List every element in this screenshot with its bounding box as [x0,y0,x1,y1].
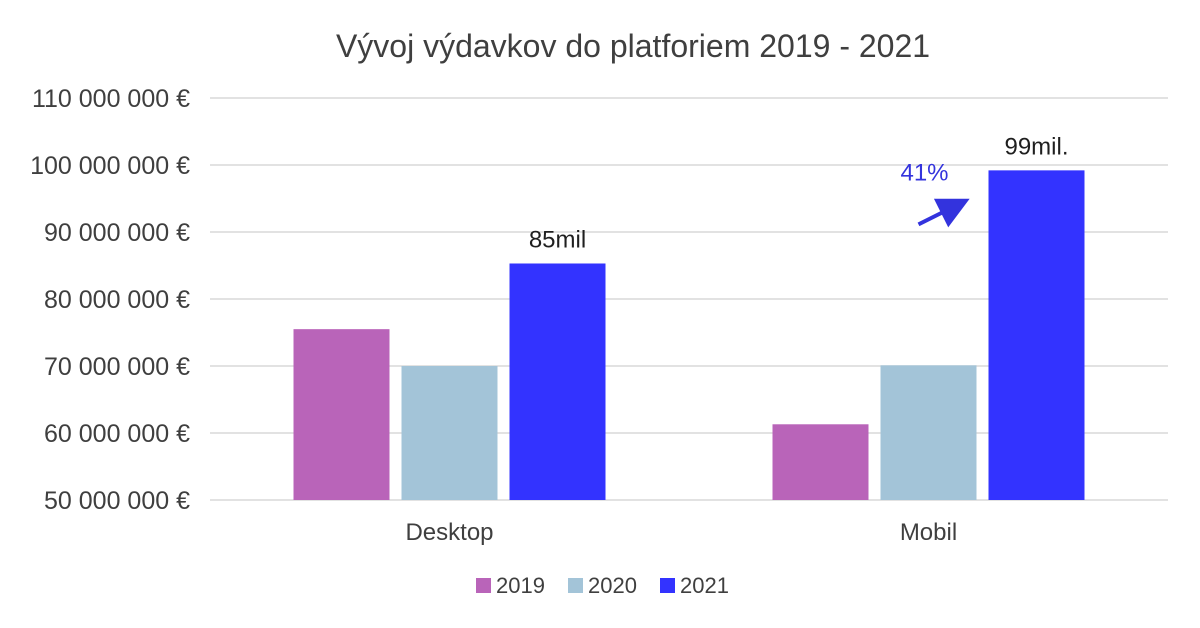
y-tick-label: 90 000 000 € [44,219,190,247]
legend-label: 2020 [588,573,637,598]
y-tick-label: 70 000 000 € [44,353,190,381]
y-tick-label: 50 000 000 € [44,487,190,515]
legend-label: 2021 [680,573,729,598]
x-axis-ticks: Desktop Mobil [405,519,957,546]
y-tick-label: 100 000 000 € [30,152,190,180]
y-tick-label: 110 000 000 € [32,85,190,113]
data-label: 85mil [529,226,586,253]
bar-desktop-2020 [401,366,498,500]
chart-title: Vývoj výdavkov do platforiem 2019 - 2021 [336,28,930,64]
bar-desktop-2019 [293,329,390,500]
legend-swatch [476,578,491,593]
legend-item-2020: 2020 [568,573,637,598]
annotation-label: 41% [900,159,948,186]
legend-item-2019: 2019 [476,573,545,598]
y-tick-label: 60 000 000 € [44,420,190,448]
x-tick-label: Mobil [900,519,957,546]
legend-swatch [660,578,675,593]
data-label: 99mil. [1004,133,1068,160]
bar-mobil-2019 [772,424,869,500]
legend: 2019 2020 2021 [476,573,729,598]
y-axis-ticks: 50 000 000 € 60 000 000 € 70 000 000 € 80 0… [30,85,190,515]
x-tick-label: Desktop [405,519,493,546]
bar-mobil-2021 [988,170,1085,501]
bar-desktop-2021 [509,263,606,500]
legend-item-2021: 2021 [660,573,729,598]
data-labels: 85mil 99mil. [529,133,1069,253]
bars [293,170,1085,501]
legend-swatch [568,578,583,593]
y-tick-label: 80 000 000 € [44,286,190,314]
bar-mobil-2020 [880,365,977,500]
annotation-arrow [917,198,970,228]
annotations: 41% [900,159,970,228]
legend-label: 2019 [496,573,545,598]
